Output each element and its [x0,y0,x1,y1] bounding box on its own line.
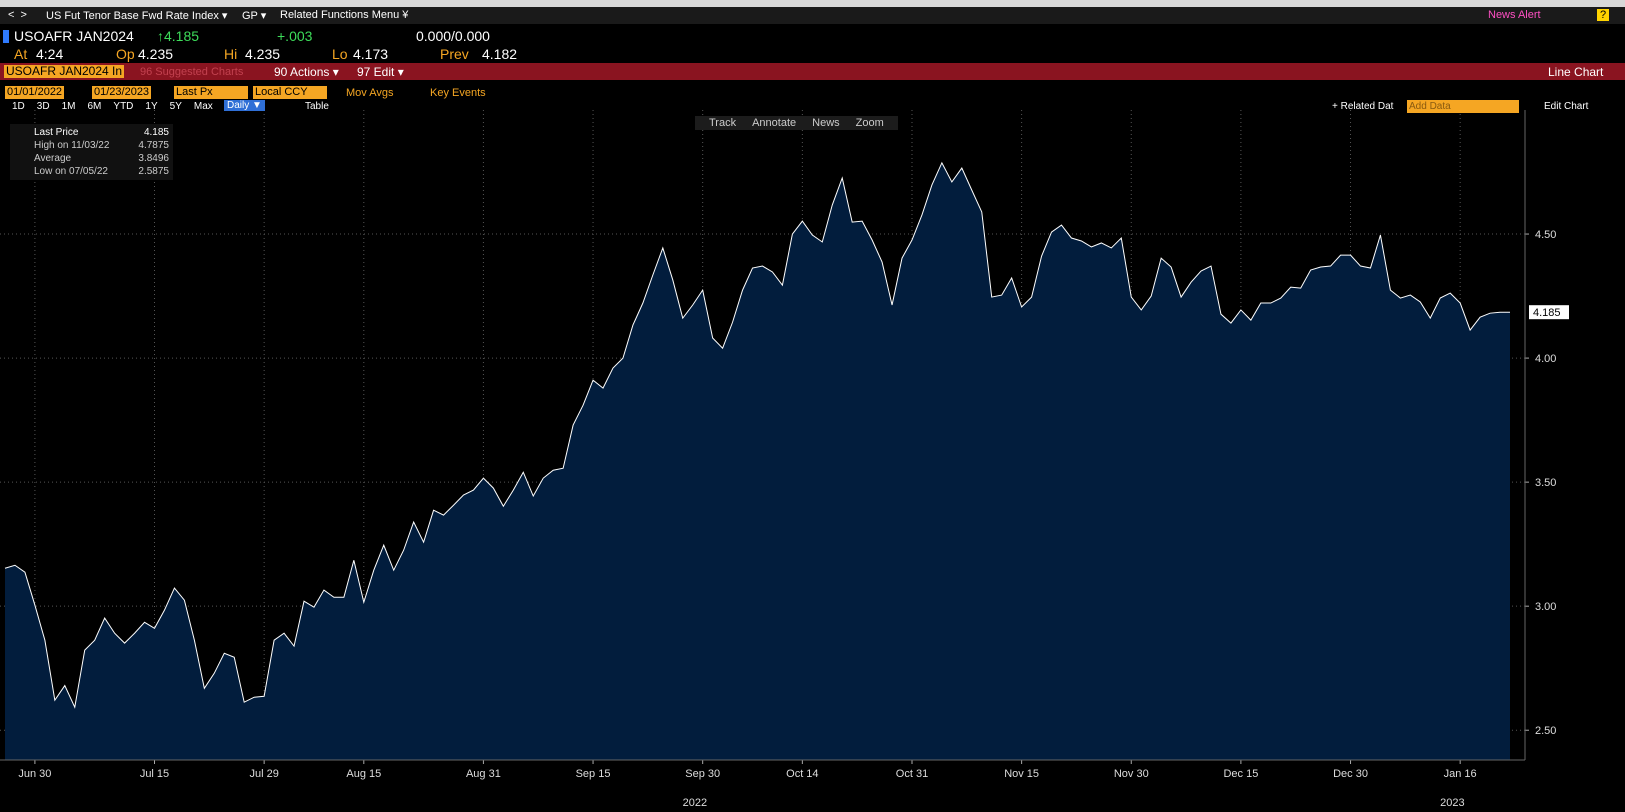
security-menu[interactable]: US Fut Tenor Base Fwd Rate Index ▾ [46,10,228,22]
gp-menu[interactable]: GP ▾ [242,10,267,22]
area [5,162,1510,760]
range-button[interactable]: 1M [61,101,76,112]
op-label: Op [116,46,135,62]
bid-ask: 0.000/0.000 [416,28,490,44]
prev-label: Prev [440,46,469,62]
related-menu[interactable]: Related Functions Menu ¥ [280,9,409,21]
x-tick-label: Jul 15 [140,768,169,780]
legend-row: Average 3.8496 [14,152,169,165]
op: 4.235 [138,46,174,62]
browser-strip [0,0,1625,7]
lo-label: Lo [332,46,348,62]
period[interactable]: Daily ▼ [224,100,265,111]
y-tick-label: 3.50 [1535,477,1556,489]
legend-label: Last Price [34,127,79,138]
menubar [0,63,1625,80]
year-label: 2023 [1440,797,1464,809]
mov-avgs[interactable]: Mov Avgs [346,87,394,99]
at: 4:24 [36,46,64,62]
line [4,161,1510,709]
legend-row: Low on 07/05/22 2.5875 [14,165,169,178]
legend-value: 4.185 [143,127,169,138]
table[interactable]: Table [305,101,329,112]
legend-label: Average [34,153,72,164]
end-date[interactable]: 01/23/2023 [92,86,152,99]
x-tick-label: Dec 30 [1333,768,1368,780]
legend-value: 3.8496 [138,153,169,164]
hi: 4.235 [245,46,281,62]
start-date[interactable]: 01/01/2022 [5,86,65,99]
actions[interactable]: 90 Actions ▾ [274,65,339,79]
x-tick-label: Dec 15 [1223,768,1258,780]
chart-type: Line Chart [1548,65,1604,79]
y-tick-label: 3.00 [1535,601,1556,613]
x-tick-label: Jul 29 [249,768,278,780]
add-data[interactable]: Add Data [1407,100,1519,113]
range-button[interactable]: 5Y [169,101,182,112]
x-tick-label: Nov 15 [1004,768,1039,780]
range-buttons: 1D 3D 1M 6M YTD 1Y 5Y Max [12,101,225,112]
ccy[interactable]: Local CCY [253,86,327,99]
related-data[interactable]: + Related Dat [1332,101,1394,112]
ticker-field[interactable]: USOAFR JAN2024 In [4,64,125,78]
range-button[interactable]: YTD [113,101,134,112]
lo: 4.173 [353,46,389,62]
help-button[interactable]: ? [1597,9,1610,21]
at-label: At [14,46,28,62]
legend: Last Price 4.185 High on 11/03/22 4.7875 Ave… [10,124,173,180]
y-tick-label: 4.50 [1535,229,1556,241]
year-label: 2022 [683,797,707,809]
last-price-label: 4.185 [1533,307,1561,319]
hi-label: Hi [224,46,238,62]
prev: 4.182 [482,46,518,62]
range-button[interactable]: Max [193,101,213,112]
y-tick-label: 4.00 [1535,353,1556,365]
x-tick-label: Aug 31 [466,768,501,780]
x-tick-label: Oct 31 [896,768,928,780]
x-tick-label: Sep 15 [576,768,611,780]
chart-toolbar: Track Annotate News Zoom [695,116,898,130]
edit[interactable]: 97 Edit ▾ [357,65,404,79]
tool-button[interactable]: News [812,117,840,129]
last: ↑4.185 [157,28,200,44]
range-button[interactable]: 6M [87,101,102,112]
legend-label: Low on 07/05/22 [34,166,108,177]
ticker: USOAFR JAN2024 [14,28,134,44]
suggested[interactable]: 96 Suggested Charts [140,66,244,78]
range-button[interactable]: 1Y [145,101,158,112]
legend-row: High on 11/03/22 4.7875 [14,139,169,152]
x-tick-label: Jun 30 [18,768,51,780]
ticker-marker [3,30,9,43]
x-tick-label: Nov 30 [1114,768,1149,780]
x-tick-label: Jan 16 [1444,768,1477,780]
key-events[interactable]: Key Events [430,87,486,99]
legend-label: High on 11/03/22 [34,140,110,151]
range-button[interactable]: 3D [36,101,50,112]
edit-chart[interactable]: Edit Chart [1544,101,1589,112]
x-tick-label: Aug 15 [346,768,381,780]
y-tick-label: 2.50 [1535,725,1556,737]
x-tick-label: Oct 14 [786,768,818,780]
x-tick-label: Sep 30 [685,768,720,780]
tool-button[interactable]: Track [709,117,737,129]
topbar [0,7,1625,24]
tool-button[interactable]: Annotate [752,117,797,129]
legend-value: 2.5875 [138,166,169,177]
tool-button[interactable]: Zoom [855,117,884,129]
legend-row: Last Price 4.185 [14,126,169,139]
last-price-tag [1529,305,1569,320]
nav-arrows[interactable]: < > [8,9,27,21]
change: +.003 [277,28,313,44]
news-alert[interactable]: News Alert [1488,9,1541,21]
range-button[interactable]: 1D [12,101,25,112]
field[interactable]: Last Px [174,86,248,99]
legend-value: 4.7875 [138,140,169,151]
